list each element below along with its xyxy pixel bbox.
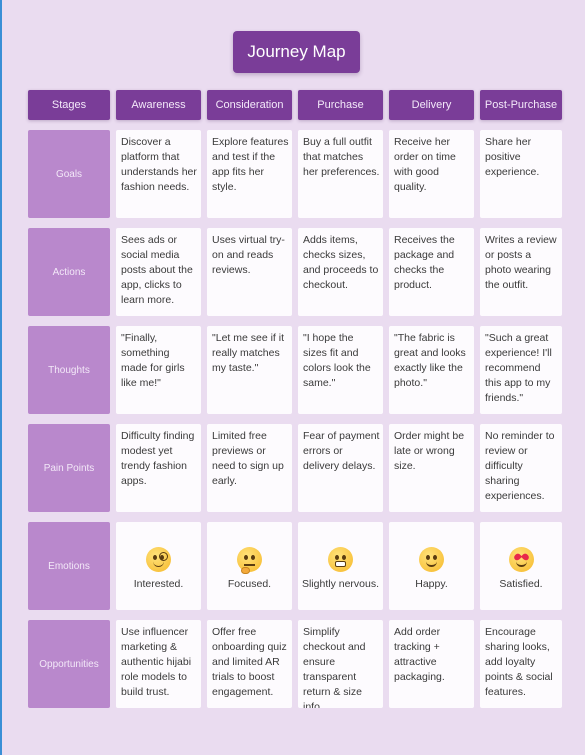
emotion-purchase-cell: Slightly nervous. [298,522,383,610]
smiling-face-icon [419,546,444,572]
goals-purchase-cell: Buy a full outfit that matches her prefe… [298,130,383,218]
actions-post-purchase-cell: Writes a review or posts a photo wearing… [480,228,562,316]
header-stages: Stages [28,90,110,120]
row-label-thoughts: Thoughts [28,326,110,414]
row-label-actions: Actions [28,228,110,316]
row-label-pain-points: Pain Points [28,424,110,512]
opportunities-consideration-cell: Offer free onboarding quiz and limited A… [207,620,292,708]
thinking-face-icon [237,546,262,574]
emotion-post-purchase-cell: Satisfied. [480,522,562,610]
actions-consideration-cell: Uses virtual try-on and reads reviews. [207,228,292,316]
header-delivery: Delivery [389,90,474,120]
emotion-consideration-cell: Focused. [207,522,292,610]
emotion-label: Focused. [227,577,272,590]
opportunities-post-purchase-cell: Encourage sharing looks, add loyalty poi… [480,620,562,708]
page-title: Journey Map [233,31,360,73]
emotion-label: Happy. [415,577,448,590]
pain-points-purchase-cell: Fear of payment errors or delivery delay… [298,424,383,512]
actions-delivery-cell: Receives the package and checks the prod… [389,228,474,316]
goals-delivery-cell: Receive her order on time with good qual… [389,130,474,218]
pain-points-awareness-cell: Difficulty finding modest yet trendy fas… [116,424,201,512]
goals-awareness-cell: Discover a platform that understands her… [116,130,201,218]
pain-points-delivery-cell: Order might be late or wrong size. [389,424,474,512]
emotion-label: Satisfied. [499,577,543,590]
row-label-goals: Goals [28,130,110,218]
goals-consideration-cell: Explore features and test if the app fit… [207,130,292,218]
thoughts-delivery-cell: "The fabric is great and looks exactly l… [389,326,474,414]
face-with-monocle-icon [146,546,171,572]
header-consideration: Consideration [207,90,292,120]
actions-purchase-cell: Adds items, checks sizes, and proceeds t… [298,228,383,316]
thoughts-consideration-cell: "Let me see if it really matches my tast… [207,326,292,414]
row-label-emotions: Emotions [28,522,110,610]
grimacing-face-icon [328,546,353,572]
opportunities-purchase-cell: Simplify checkout and ensure transparent… [298,620,383,708]
left-edge-border [0,0,2,755]
emotion-label: Interested. [133,577,184,590]
pain-points-consideration-cell: Limited free previews or need to sign up… [207,424,292,512]
thoughts-post-purchase-cell: "Such a great experience! I'll recommend… [480,326,562,414]
thoughts-purchase-cell: "I hope the sizes fit and colors look th… [298,326,383,414]
emotion-awareness-cell: Interested. [116,522,201,610]
heart-eyes-face-icon [508,546,534,572]
header-purchase: Purchase [298,90,383,120]
row-label-opportunities: Opportunities [28,620,110,708]
pain-points-post-purchase-cell: No reminder to review or difficulty shar… [480,424,562,512]
goals-post-purchase-cell: Share her positive experience. [480,130,562,218]
emotion-label: Slightly nervous. [301,577,380,590]
opportunities-delivery-cell: Add order tracking + attractive packagin… [389,620,474,708]
header-awareness: Awareness [116,90,201,120]
header-post-purchase: Post-Purchase [480,90,562,120]
journey-map-grid: Stages Awareness Consideration Purchase … [28,90,564,708]
thoughts-awareness-cell: "Finally, something made for girls like … [116,326,201,414]
opportunities-awareness-cell: Use influencer marketing & authentic hij… [116,620,201,708]
actions-awareness-cell: Sees ads or social media posts about the… [116,228,201,316]
emotion-delivery-cell: Happy. [389,522,474,610]
